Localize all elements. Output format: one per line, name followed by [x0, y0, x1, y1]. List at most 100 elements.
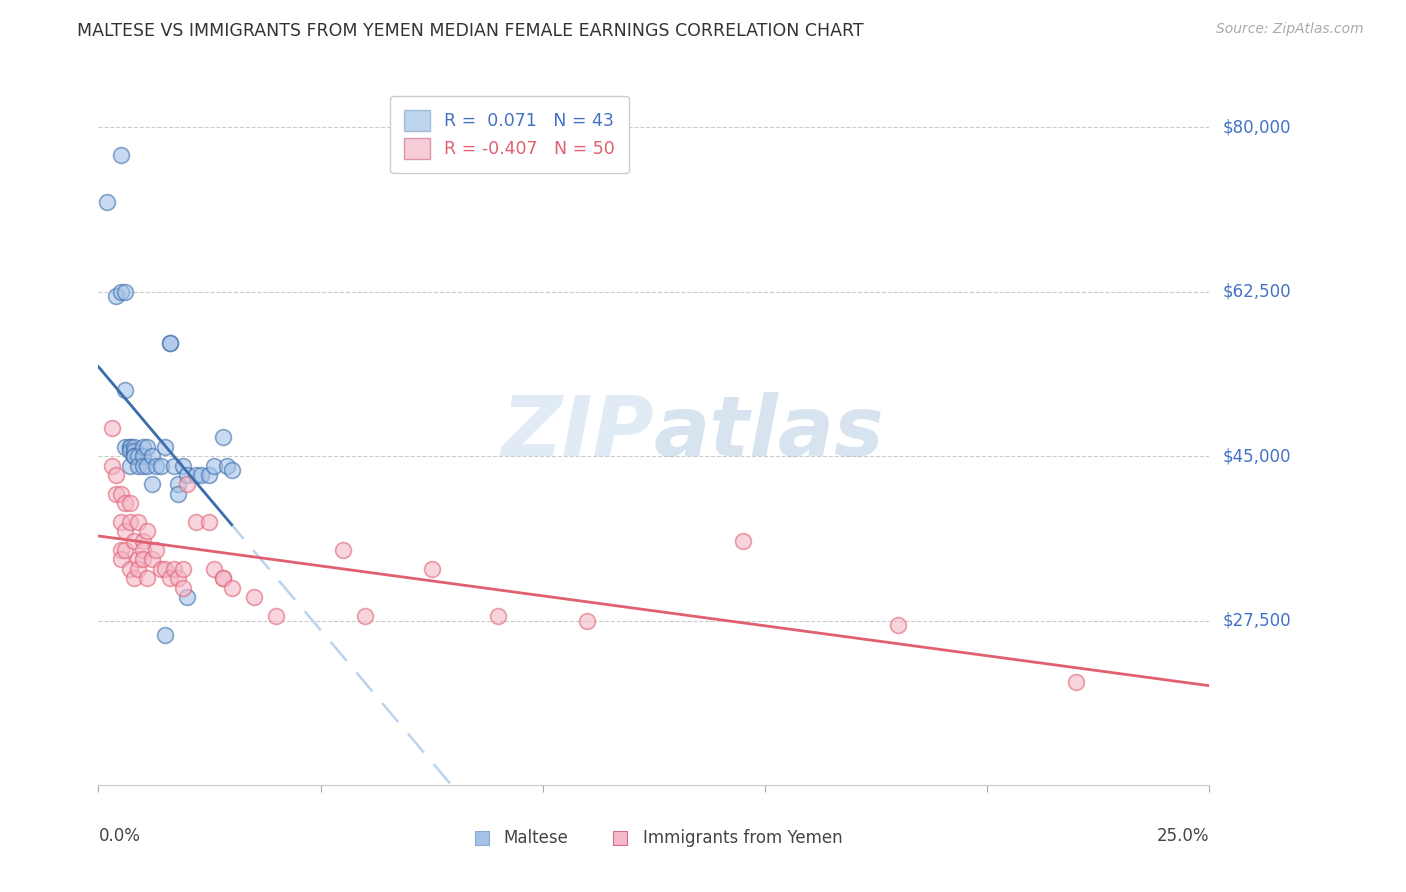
Point	[122, 444, 145, 458]
Point	[217, 458, 239, 473]
Point	[887, 618, 910, 632]
Point	[211, 430, 233, 444]
Point	[100, 421, 122, 435]
Point	[127, 552, 149, 566]
Point	[118, 440, 141, 454]
Point	[153, 440, 176, 454]
Point	[145, 543, 167, 558]
Point	[190, 467, 212, 482]
Point	[110, 486, 132, 500]
Point	[132, 552, 155, 566]
Point	[114, 524, 136, 539]
Text: atlas: atlas	[654, 392, 884, 473]
Point	[127, 458, 149, 473]
Point	[110, 543, 132, 558]
Point	[159, 571, 181, 585]
Text: ZIP: ZIP	[501, 392, 654, 473]
Point	[132, 440, 155, 454]
Point	[149, 458, 172, 473]
Point	[159, 336, 181, 351]
Point	[202, 562, 225, 576]
Point	[153, 562, 176, 576]
Point	[211, 571, 233, 585]
Point	[486, 608, 509, 623]
Point	[110, 148, 132, 162]
Point	[105, 467, 128, 482]
Point	[198, 515, 221, 529]
Point	[141, 477, 163, 491]
Point	[1064, 674, 1087, 689]
Point	[132, 533, 155, 548]
Point	[132, 449, 155, 463]
Text: $80,000: $80,000	[1223, 119, 1292, 136]
Point	[122, 449, 145, 463]
Text: Source: ZipAtlas.com: Source: ZipAtlas.com	[1216, 22, 1364, 37]
Point	[118, 458, 141, 473]
Point	[114, 543, 136, 558]
Point	[176, 467, 198, 482]
Point	[163, 458, 186, 473]
Text: $62,500: $62,500	[1223, 283, 1292, 301]
Point	[141, 552, 163, 566]
Point	[167, 486, 190, 500]
Point	[136, 440, 159, 454]
Point	[114, 496, 136, 510]
Point	[127, 562, 149, 576]
Point	[127, 449, 149, 463]
Point	[110, 552, 132, 566]
Point	[136, 524, 159, 539]
Point	[172, 458, 194, 473]
Point	[118, 515, 141, 529]
Point	[332, 543, 354, 558]
Point	[172, 562, 194, 576]
Text: $27,500: $27,500	[1223, 612, 1292, 630]
Text: 0.0%: 0.0%	[98, 827, 141, 846]
Point	[211, 571, 233, 585]
Point	[132, 543, 155, 558]
Point	[118, 562, 141, 576]
Point	[731, 533, 754, 548]
Point	[114, 285, 136, 299]
Point	[176, 477, 198, 491]
Point	[149, 562, 172, 576]
Point	[576, 614, 599, 628]
Point	[221, 463, 243, 477]
Text: MALTESE VS IMMIGRANTS FROM YEMEN MEDIAN FEMALE EARNINGS CORRELATION CHART: MALTESE VS IMMIGRANTS FROM YEMEN MEDIAN …	[77, 22, 863, 40]
Point	[114, 440, 136, 454]
Point	[114, 384, 136, 398]
Point	[163, 562, 186, 576]
Point	[118, 444, 141, 458]
Point	[186, 515, 208, 529]
Point	[221, 581, 243, 595]
Text: Maltese: Maltese	[503, 829, 568, 847]
Point	[354, 608, 377, 623]
Point	[132, 458, 155, 473]
Point	[105, 289, 128, 303]
Point	[110, 515, 132, 529]
Point	[420, 562, 443, 576]
Text: $45,000: $45,000	[1223, 447, 1292, 465]
Point	[186, 467, 208, 482]
Point	[167, 477, 190, 491]
Point	[159, 336, 181, 351]
Legend: R =  0.071   N = 43, R = -0.407   N = 50: R = 0.071 N = 43, R = -0.407 N = 50	[389, 96, 628, 173]
Point	[100, 458, 122, 473]
Point	[176, 590, 198, 604]
Point	[264, 608, 287, 623]
Point	[122, 533, 145, 548]
Point	[122, 440, 145, 454]
Point	[127, 515, 149, 529]
Point	[202, 458, 225, 473]
Point	[198, 467, 221, 482]
Point	[167, 571, 190, 585]
Point	[136, 571, 159, 585]
Point	[122, 449, 145, 463]
Text: 25.0%: 25.0%	[1157, 827, 1209, 846]
Point	[141, 449, 163, 463]
Point	[122, 571, 145, 585]
Point	[96, 195, 118, 210]
Point	[172, 581, 194, 595]
Point	[243, 590, 266, 604]
Point	[118, 440, 141, 454]
Point	[105, 486, 128, 500]
